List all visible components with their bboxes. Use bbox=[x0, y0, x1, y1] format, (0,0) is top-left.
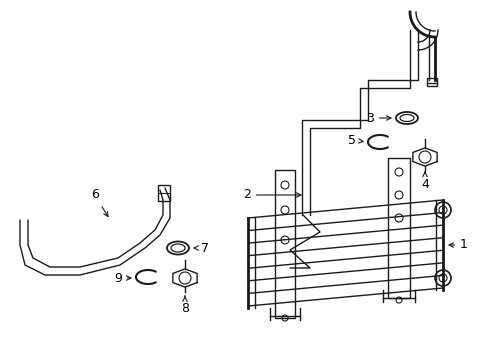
Text: 6: 6 bbox=[91, 189, 108, 217]
Text: 7: 7 bbox=[194, 242, 208, 255]
Text: 8: 8 bbox=[181, 296, 189, 315]
Text: 1: 1 bbox=[448, 238, 467, 252]
Bar bbox=[426, 78, 436, 86]
Text: 9: 9 bbox=[114, 271, 131, 284]
Text: 3: 3 bbox=[366, 112, 390, 125]
Text: 4: 4 bbox=[420, 172, 428, 192]
Text: 5: 5 bbox=[347, 134, 362, 147]
Bar bbox=[387, 158, 409, 298]
Bar bbox=[158, 185, 170, 201]
Bar bbox=[274, 170, 294, 318]
Text: 2: 2 bbox=[243, 189, 300, 202]
